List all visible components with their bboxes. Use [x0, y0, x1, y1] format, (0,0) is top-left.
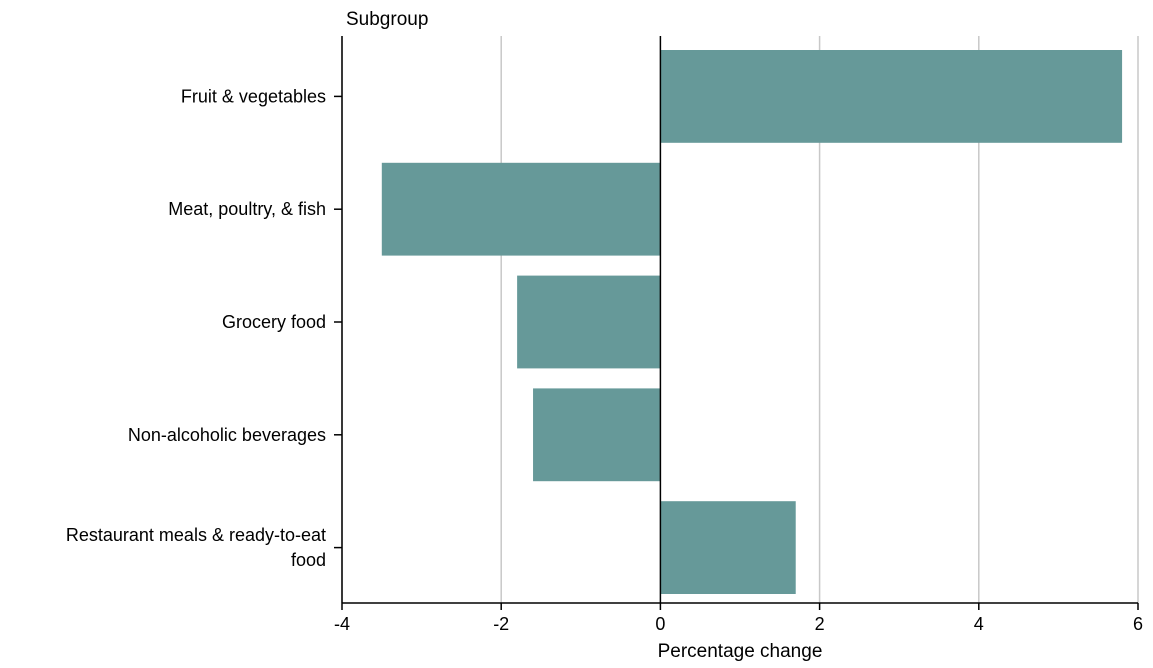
bar-0	[660, 50, 1123, 143]
y-category-label-1: Meat, poultry, & fish	[168, 199, 326, 219]
x-tick-label-3: 2	[815, 614, 825, 634]
x-tick-label-0: -4	[334, 614, 350, 634]
y-category-label-line: Grocery food	[222, 312, 326, 332]
bar-3	[533, 388, 661, 482]
x-tick-label-1: -2	[493, 614, 509, 634]
y-category-label-line: Restaurant meals & ready-to-eat	[66, 525, 326, 545]
y-category-label-0: Fruit & vegetables	[181, 86, 326, 106]
x-axis-title: Percentage change	[658, 641, 823, 662]
y-category-label-line: Non-alcoholic beverages	[128, 425, 326, 445]
x-tick-label-4: 4	[974, 614, 984, 634]
y-category-label-line: Meat, poultry, & fish	[168, 199, 326, 219]
bar-2	[517, 275, 661, 369]
y-category-label-line: food	[291, 550, 326, 570]
bars	[381, 50, 1123, 594]
bar-1	[381, 162, 661, 256]
x-tick-label-5: 6	[1133, 614, 1143, 634]
y-category-label-line: Fruit & vegetables	[181, 86, 326, 106]
x-tick-label-2: 0	[655, 614, 665, 634]
y-category-label-4: Restaurant meals & ready-to-eat food	[66, 525, 326, 570]
axes	[334, 36, 1139, 610]
tick-labels: -4 -2 0 2 4 6 Fruit & vegetables Meat, poultry,…	[66, 86, 1143, 634]
y-category-label-3: Non-alcoholic beverages	[128, 425, 326, 445]
y-axis-title: Subgroup	[346, 9, 428, 30]
y-category-label-2: Grocery food	[222, 312, 326, 332]
bar-4	[660, 501, 796, 594]
